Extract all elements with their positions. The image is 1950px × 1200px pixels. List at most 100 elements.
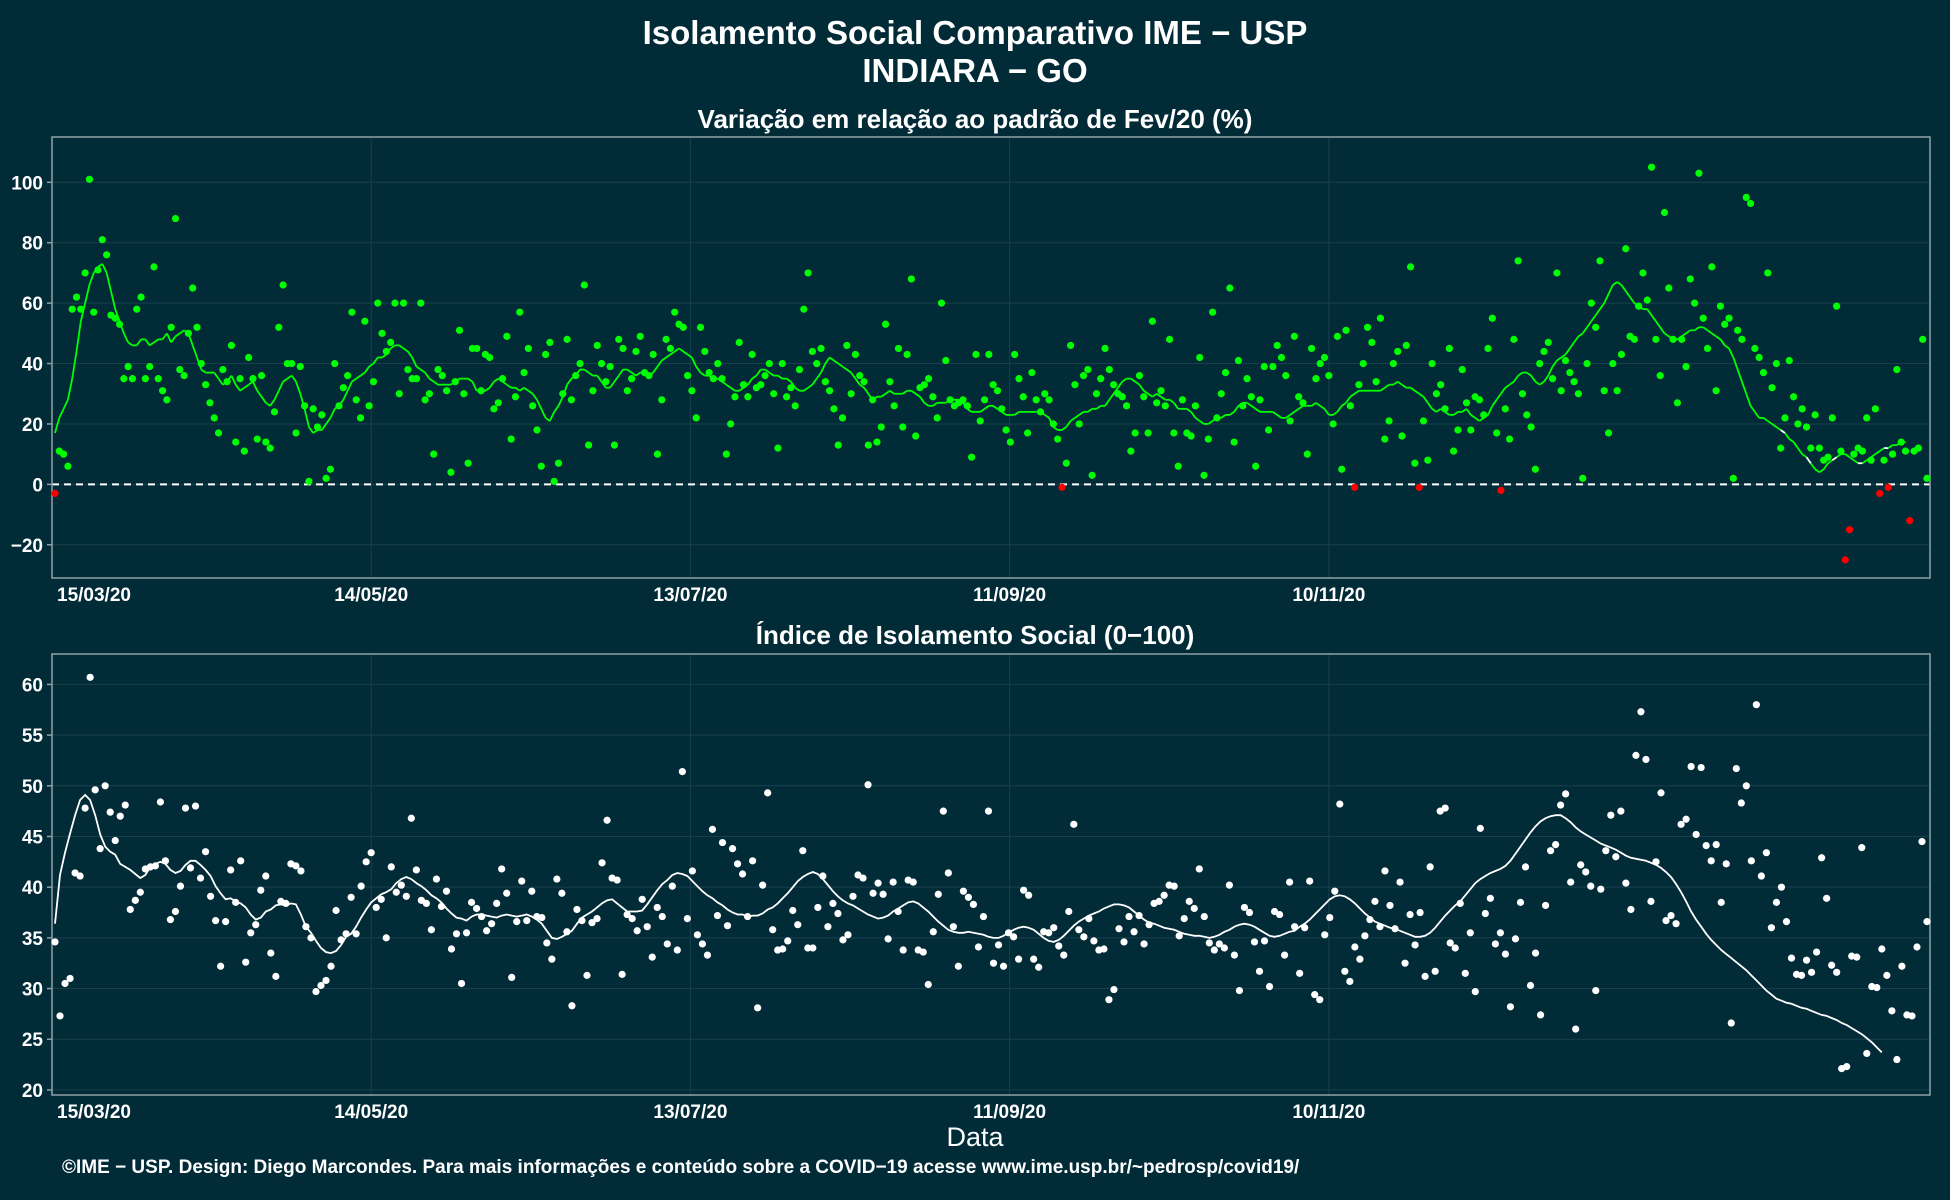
data-point	[1841, 556, 1849, 564]
data-point	[1672, 920, 1680, 928]
data-point	[1389, 359, 1397, 368]
data-point	[1398, 432, 1406, 440]
data-point	[860, 378, 868, 386]
data-point	[447, 945, 456, 953]
data-point	[361, 317, 369, 325]
moving-average-segment	[1702, 326, 1709, 332]
moving-average-segment	[1724, 344, 1730, 350]
data-point	[81, 804, 89, 812]
data-point	[849, 892, 857, 900]
data-point	[1476, 824, 1484, 832]
data-point	[422, 899, 430, 907]
data-point	[1484, 344, 1492, 353]
data-point	[1396, 878, 1404, 886]
data-point	[749, 857, 757, 865]
data-point	[1144, 429, 1152, 437]
plot-frame	[51, 653, 1931, 1096]
data-point	[1419, 417, 1428, 425]
moving-average-segment	[1487, 405, 1494, 416]
data-point	[1883, 971, 1891, 979]
data-point	[252, 921, 260, 929]
data-point	[1798, 405, 1806, 413]
moving-average-segment	[1543, 375, 1550, 383]
data-point	[90, 308, 98, 316]
data-point	[1110, 381, 1118, 389]
moving-average-segment	[1715, 335, 1721, 341]
moving-average-segment	[820, 363, 827, 373]
moving-average-segment	[979, 408, 986, 413]
moving-average-segment	[273, 390, 280, 401]
data-point	[137, 293, 145, 301]
moving-average-segment	[915, 393, 921, 398]
data-point	[636, 332, 644, 340]
moving-average-segment	[1078, 411, 1085, 416]
moving-average-segment	[1186, 408, 1192, 413]
data-point	[387, 338, 395, 346]
data-point	[1210, 946, 1218, 954]
data-point	[782, 393, 791, 401]
moving-average-segment	[1771, 423, 1777, 428]
data-point	[1657, 789, 1665, 797]
data-point	[56, 1012, 64, 1020]
data-point	[688, 867, 696, 875]
data-point	[1428, 359, 1436, 368]
data-point	[1431, 967, 1439, 975]
moving-average-segment	[1560, 353, 1567, 359]
moving-average-segment	[1780, 429, 1786, 434]
data-point	[1828, 961, 1836, 969]
moving-average-segment	[428, 377, 435, 383]
data-point	[889, 878, 897, 886]
moving-average-segment	[1711, 332, 1717, 338]
data-point	[739, 381, 748, 389]
data-point	[1209, 308, 1217, 316]
data-point	[529, 402, 537, 410]
moving-average-segment	[755, 369, 762, 377]
data-point	[292, 862, 300, 870]
moving-average-segment	[1775, 426, 1782, 431]
data-point	[296, 362, 304, 371]
data-point	[912, 432, 920, 440]
data-point	[597, 359, 606, 368]
moving-average-segment	[1336, 405, 1343, 413]
data-point	[1850, 450, 1858, 458]
moving-average-line	[54, 793, 1883, 1054]
data-point	[1127, 447, 1135, 455]
data-point	[877, 423, 885, 431]
data-point	[679, 323, 687, 331]
moving-average-segment	[1207, 420, 1214, 425]
data-point	[1070, 820, 1078, 828]
data-point	[161, 857, 170, 865]
data-point	[1536, 359, 1544, 368]
data-point	[392, 888, 400, 896]
data-point	[96, 845, 104, 853]
data-point	[1919, 335, 1927, 343]
moving-average-segment	[1134, 380, 1140, 386]
data-point	[765, 359, 773, 368]
data-point	[559, 390, 567, 398]
data-point	[477, 387, 485, 395]
data-point	[518, 877, 526, 885]
moving-average-segment	[1250, 405, 1257, 410]
data-point	[1627, 905, 1635, 914]
moving-average-segment	[1853, 459, 1859, 464]
data-point	[1914, 444, 1922, 452]
moving-average-segment	[265, 402, 271, 407]
data-point	[116, 812, 124, 820]
data-point	[1574, 390, 1583, 398]
data-point	[1311, 991, 1319, 999]
data-point	[189, 284, 197, 292]
data-point	[1371, 897, 1379, 905]
moving-average-segment	[1272, 411, 1278, 416]
moving-average-segment	[1104, 399, 1111, 407]
data-point	[1178, 396, 1187, 404]
data-point	[407, 814, 415, 822]
data-point	[1230, 438, 1238, 446]
data-point	[1092, 390, 1101, 398]
data-point	[1195, 865, 1203, 873]
data-point	[1456, 899, 1464, 907]
data-point	[580, 281, 588, 289]
data-point	[1475, 396, 1484, 404]
data-point	[51, 938, 59, 946]
data-point	[1286, 417, 1294, 425]
